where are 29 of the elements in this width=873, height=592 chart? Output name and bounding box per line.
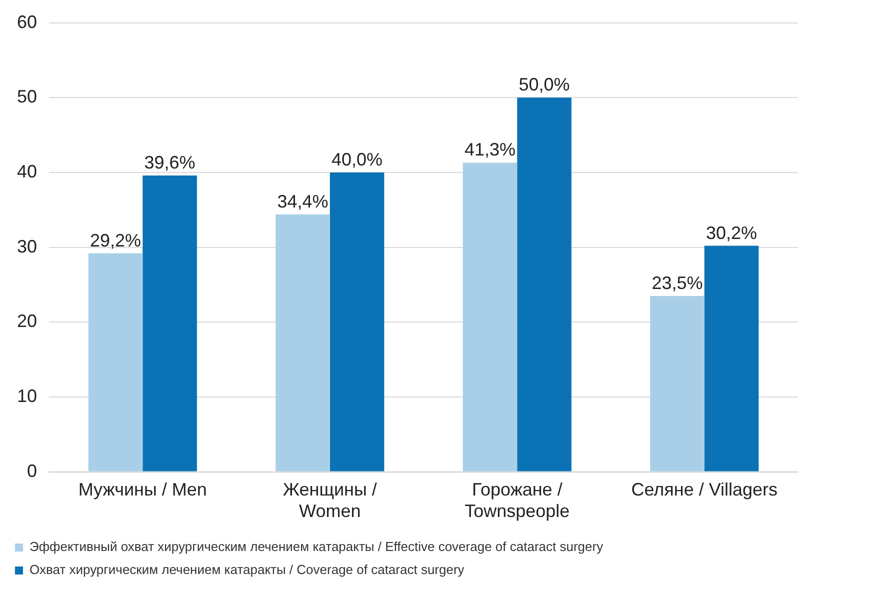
bar [650,296,704,472]
data-label: 29,2% [90,230,142,250]
data-label: 40,0% [332,149,383,170]
y-tick-label: 10 [16,386,38,406]
bar [88,253,143,472]
legend-label: Эффективный охват хирургическим лечением катаракты / Effective coverage of cataract surgery [30,539,604,554]
data-label: 39,6% [144,152,196,172]
legend-label: Охват хирургическим лечением катаракты / Coverage of cataract surgery [30,562,465,578]
bar [276,214,330,472]
x-tick-label: Горожане / Townspeople [464,480,570,522]
y-tick-label: 30 [16,236,38,256]
bar [517,98,572,472]
bar [142,175,197,472]
data-label: 23,5% [652,272,703,293]
data-label: 30,2% [706,222,758,243]
bar [330,172,384,472]
y-tick-label: 20 [16,311,38,332]
y-tick-label: 60 [16,12,38,32]
x-tick-label: Мужчины / Men [78,480,207,500]
y-tick-label: 50 [16,86,38,107]
bar [462,162,518,472]
x-tick-label: Женщины / Women [282,480,377,522]
data-label: 50,0% [518,74,570,95]
data-label: 34,4% [277,191,328,212]
data-label: 41,3% [464,140,516,160]
x-tick-label: Селяне / Villagers [631,480,778,500]
y-tick-label: 0 [27,460,38,481]
y-tick-label: 40 [16,161,38,182]
bar [704,246,759,472]
